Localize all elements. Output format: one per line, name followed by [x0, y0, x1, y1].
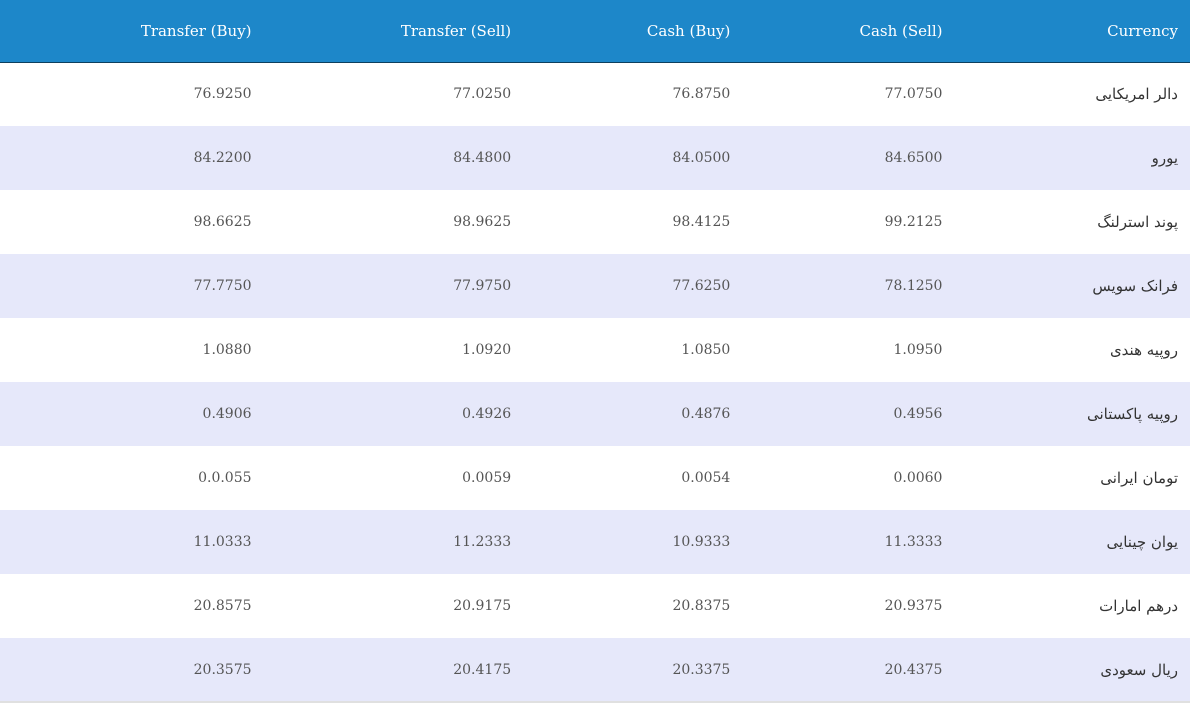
table-row: 11.0333 11.2333 10.9333 11.3333 یوان چین…	[0, 510, 1190, 574]
cell-cash-buy: 20.3375	[672, 661, 731, 678]
cell-transfer-sell: 77.9750	[453, 278, 512, 294]
cell-transfer-sell: 77.0250	[453, 86, 512, 103]
cell-cash-buy: 76.8750	[672, 86, 731, 103]
cell-transfer-buy: 11.0333	[193, 534, 252, 550]
cell-currency: تومان ایرانی	[1100, 469, 1178, 487]
cell-cash-buy: 77.6250	[672, 278, 731, 294]
header-transfer-sell[interactable]: Transfer (Sell)	[251, 0, 512, 63]
cell-transfer-sell: 0.4926	[462, 406, 512, 422]
cell-transfer-sell: 84.4800	[453, 150, 512, 166]
cell-transfer-sell: 20.9175	[453, 598, 512, 614]
cell-cash-buy: 98.4125	[672, 214, 731, 230]
cell-currency: دالر امریکایی	[1095, 85, 1178, 104]
table-row: 20.3575 20.4175 20.3375 20.4375 ریال سعو…	[0, 638, 1190, 702]
cell-transfer-buy: 20.8575	[193, 598, 252, 614]
cell-cash-buy: 84.0500	[672, 150, 731, 166]
cell-currency: درهم امارات	[1099, 597, 1178, 615]
cell-transfer-sell: 11.2333	[453, 534, 512, 550]
cell-currency: روپیه هندی	[1109, 341, 1178, 359]
table-row: 20.8575 20.9175 20.8375 20.9375 درهم اما…	[0, 574, 1190, 638]
cell-cash-sell: 20.4375	[884, 661, 943, 678]
cell-cash-buy: 20.8375	[672, 598, 731, 614]
table-row: 77.7750 77.9750 77.6250 78.1250 فرانک سو…	[0, 254, 1190, 318]
header-row: Transfer (Buy) Transfer (Sell) Cash (Buy…	[0, 0, 1190, 63]
cell-transfer-sell: 1.0920	[462, 342, 512, 358]
header-currency[interactable]: Currency	[942, 0, 1190, 63]
table-header: Transfer (Buy) Transfer (Sell) Cash (Buy…	[0, 0, 1190, 63]
cell-currency: یورو	[1151, 149, 1178, 167]
cell-transfer-buy: 76.9250	[193, 86, 252, 103]
cell-transfer-buy: 84.2200	[193, 150, 252, 166]
cell-transfer-sell: 98.9625	[453, 214, 512, 230]
cell-cash-buy: 0.4876	[681, 406, 731, 422]
table-row: 98.6625 98.9625 98.4125 99.2125 پوند است…	[0, 190, 1190, 254]
cell-transfer-buy: 1.0880	[202, 342, 252, 358]
table-body: 76.9250 77.0250 76.8750 77.0750 دالر امر…	[0, 62, 1190, 702]
cell-currency: فرانک سویس	[1092, 277, 1178, 295]
cell-currency: پوند استرلنگ	[1097, 213, 1178, 231]
cell-transfer-sell: 0.0059	[462, 470, 512, 486]
table-row: 0.4906 0.4926 0.4876 0.4956 روپیه پاکستا…	[0, 382, 1190, 446]
cell-currency: روپیه پاکستانی	[1086, 405, 1178, 423]
header-cash-sell[interactable]: Cash (Sell)	[730, 0, 943, 63]
cell-cash-sell: 11.3333	[884, 534, 943, 550]
cell-cash-sell: 0.0060	[893, 470, 943, 486]
cell-transfer-buy: 98.6625	[193, 214, 252, 230]
cell-cash-sell: 0.4956	[893, 406, 943, 422]
table-row: 76.9250 77.0250 76.8750 77.0750 دالر امر…	[0, 62, 1190, 126]
cell-cash-sell: 77.0750	[884, 86, 943, 103]
table-row: 0.0.055 0.0059 0.0054 0.0060 تومان ایران…	[0, 446, 1190, 510]
table-row: 84.2200 84.4800 84.0500 84.6500 یورو	[0, 126, 1190, 190]
cell-transfer-buy: 0.0.055	[198, 470, 252, 486]
cell-transfer-buy: 20.3575	[193, 661, 252, 678]
cell-cash-sell: 1.0950	[893, 342, 943, 358]
cell-cash-sell: 99.2125	[884, 214, 943, 230]
table-row: 1.0880 1.0920 1.0850 1.0950 روپیه هندی	[0, 318, 1190, 382]
cell-transfer-buy: 0.4906	[202, 406, 252, 422]
cell-currency: یوان چینایی	[1106, 533, 1178, 551]
cell-cash-buy: 0.0054	[681, 470, 731, 486]
header-transfer-buy[interactable]: Transfer (Buy)	[0, 0, 252, 63]
cell-transfer-sell: 20.4175	[453, 661, 512, 678]
cell-cash-sell: 20.9375	[884, 598, 943, 614]
cell-cash-sell: 78.1250	[884, 278, 943, 294]
header-cash-buy[interactable]: Cash (Buy)	[511, 0, 731, 63]
cell-transfer-buy: 77.7750	[193, 278, 252, 294]
cell-currency: ریال سعودی	[1100, 660, 1178, 679]
cell-cash-buy: 1.0850	[681, 342, 731, 358]
cell-cash-sell: 84.6500	[884, 150, 943, 166]
cell-cash-buy: 10.9333	[672, 534, 731, 550]
